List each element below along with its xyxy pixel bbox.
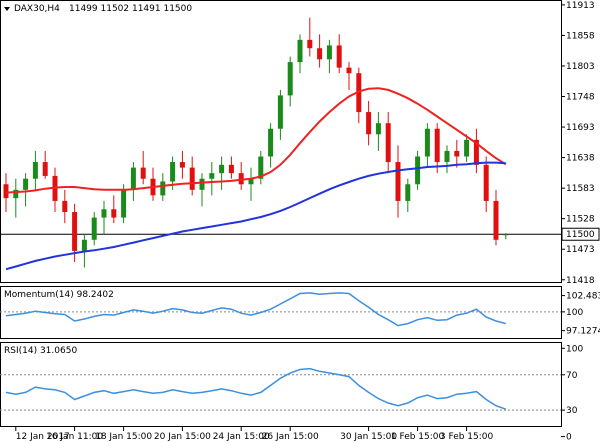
x-tick-label: 1 Feb 15:00 — [391, 432, 445, 442]
candle-body — [170, 162, 176, 182]
candle-body — [356, 73, 362, 113]
rsi-panel: 100 70 30 0 RSI(14) 31.0650 — [0, 342, 583, 443]
candle-body — [346, 67, 352, 74]
candle-body — [424, 128, 430, 157]
main-ytick-label: 11583 — [566, 184, 595, 194]
main-ytick-label: 11913 — [566, 1, 595, 11]
candle-body — [405, 184, 411, 201]
x-tick-label: 24 Jan 15:00 — [213, 432, 270, 442]
candle-body — [297, 39, 303, 63]
candle-body — [160, 181, 166, 196]
main-ytick-label: 11748 — [566, 93, 595, 103]
candle-body — [3, 184, 9, 199]
x-tick-label: 30 Jan 15:00 — [340, 432, 397, 442]
candle-body — [336, 45, 342, 68]
candle-body — [238, 173, 244, 185]
rsi-ytick-label: 30 — [566, 406, 578, 416]
candle-body — [326, 45, 332, 60]
momentum-ytick-label: 100 — [566, 308, 583, 318]
rsi-panel-frame — [0, 342, 562, 427]
x-tick-label: 12 Jan 2017 — [16, 432, 70, 442]
candle-body — [111, 209, 117, 218]
momentum-line — [5, 292, 506, 327]
candle-body — [258, 156, 264, 179]
momentum-panel: 102.4835 100 97.1274 Momentum(14) 98.2402 — [0, 286, 600, 339]
rsi-line — [5, 367, 507, 410]
candle-body — [454, 150, 460, 157]
candle-body — [189, 167, 195, 190]
candle-body — [503, 234, 509, 236]
current-price-box — [561, 227, 600, 241]
candle-body — [385, 123, 391, 163]
candle-body — [473, 139, 479, 165]
moving-average-slow-line — [5, 161, 506, 271]
main-panel-frame — [0, 0, 562, 283]
candle-body — [81, 239, 87, 251]
rsi-ytick-label: 0 — [566, 433, 572, 443]
candle-body — [91, 217, 97, 240]
candle-body — [248, 178, 254, 185]
moving-average-fast-line — [5, 87, 507, 194]
main-ytick-label: 11473 — [566, 245, 595, 255]
candle-body — [395, 162, 401, 201]
candle-body — [72, 212, 78, 251]
candle-body — [366, 112, 372, 135]
rsi-title: RSI(14) 31.0650 — [4, 346, 77, 356]
momentum-title: Momentum(14) 98.2402 — [4, 290, 114, 300]
candle-body — [375, 123, 381, 135]
momentum-panel-frame — [0, 286, 562, 339]
rsi-ytick-label: 70 — [566, 371, 578, 381]
rsi-ytick-label: 100 — [566, 344, 583, 354]
collapse-triangle-icon[interactable] — [4, 7, 10, 11]
candle-body — [209, 173, 215, 179]
main-ytick-label: 11528 — [566, 215, 595, 225]
candle-body — [130, 167, 136, 190]
candle-body — [464, 139, 470, 157]
candle-body — [23, 178, 29, 190]
candle-body — [483, 164, 489, 201]
main-ytick-label: 11803 — [566, 62, 595, 72]
candle-body — [101, 209, 107, 218]
main-ytick-label: 11858 — [566, 31, 595, 41]
candle-body — [493, 200, 499, 240]
candle-body — [317, 48, 323, 60]
candle-body — [287, 62, 293, 96]
candle-body — [13, 189, 19, 199]
candle-body — [121, 189, 127, 218]
main-ytick-label: 11418 — [566, 276, 595, 286]
candle-body — [268, 128, 274, 157]
x-tick-label: 16 Jan 11:00 — [46, 432, 103, 442]
candle-body — [199, 178, 205, 190]
x-tick-label: 26 Jan 15:00 — [262, 432, 319, 442]
candle-body — [444, 150, 450, 163]
candle-body — [219, 164, 225, 174]
momentum-ytick-label: 102.4835 — [566, 292, 600, 302]
x-tick-label: 18 Jan 15:00 — [95, 432, 152, 442]
candle-body — [179, 162, 185, 168]
x-tick-label: 3 Feb 15:00 — [440, 432, 494, 442]
momentum-ytick-label: 97.1274 — [566, 327, 600, 337]
candle-body — [228, 164, 234, 174]
candle-body — [307, 39, 313, 49]
main-panel: 11913 11858 11803 11748 11693 11638 11583 11528… — [0, 0, 600, 286]
chart-header-symbol: DAX30,H4 — [14, 4, 60, 14]
candle-body — [415, 156, 421, 185]
candle-body — [140, 167, 146, 179]
candle-body — [32, 162, 38, 179]
candle-body — [62, 200, 68, 213]
candle-body — [434, 128, 440, 163]
chart-header-ohlc: 11499 11502 11491 11500 — [69, 4, 192, 14]
x-tick-label: 20 Jan 15:00 — [154, 432, 211, 442]
candle-body — [277, 95, 283, 129]
main-ytick-label: 11638 — [566, 154, 595, 164]
candle-body — [42, 162, 48, 176]
main-ytick-label: 11693 — [566, 123, 595, 133]
current-price-label: 11500 — [566, 230, 595, 240]
